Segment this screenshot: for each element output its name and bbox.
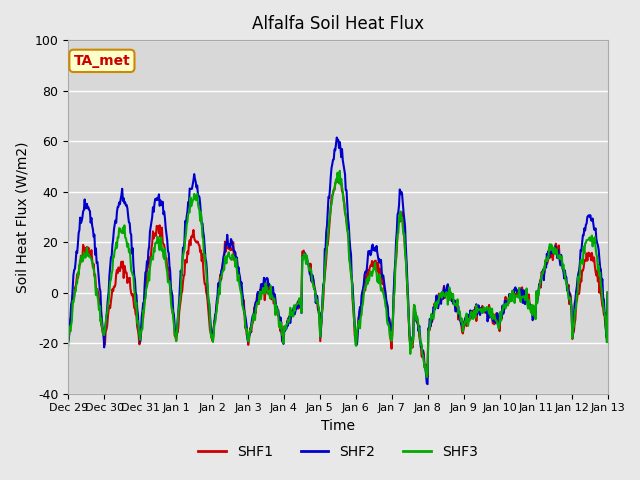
Y-axis label: Soil Heat Flux (W/m2): Soil Heat Flux (W/m2): [15, 141, 29, 293]
SHF1: [184, 252, 192, 257]
X-axis label: Time: Time: [321, 419, 355, 433]
SHF1: [404, 298, 412, 304]
SHF3: [184, 211, 192, 216]
SHF2: [129, 262, 137, 268]
SHF2: [64, 339, 72, 345]
SHF2: [420, 357, 428, 362]
Text: TA_met: TA_met: [74, 54, 131, 68]
SHF3: [213, 308, 221, 314]
Line: SHF2: SHF2: [68, 137, 607, 384]
Title: Alfalfa Soil Heat Flux: Alfalfa Soil Heat Flux: [252, 15, 424, 33]
SHF2: [74, 241, 82, 247]
SHF2: [213, 298, 221, 304]
SHF1: [604, 290, 611, 296]
SHF3: [604, 290, 611, 296]
SHF2: [184, 199, 192, 205]
SHF3: [64, 343, 72, 349]
SHF2: [424, 381, 431, 387]
SHF3: [336, 168, 344, 174]
SHF3: [74, 269, 82, 275]
SHF1: [424, 374, 431, 380]
SHF3: [404, 303, 412, 309]
SHF3: [420, 358, 428, 364]
SHF2: [333, 134, 340, 140]
Line: SHF3: SHF3: [68, 171, 607, 377]
Legend: SHF1, SHF2, SHF3: SHF1, SHF2, SHF3: [193, 439, 483, 465]
SHF3: [423, 374, 431, 380]
SHF1: [420, 351, 428, 357]
SHF2: [404, 293, 412, 299]
SHF1: [74, 275, 82, 281]
SHF1: [335, 171, 343, 177]
SHF1: [64, 338, 72, 344]
SHF2: [604, 290, 611, 296]
SHF3: [129, 273, 137, 279]
SHF1: [213, 302, 221, 308]
Line: SHF1: SHF1: [68, 174, 607, 377]
SHF1: [129, 298, 137, 303]
